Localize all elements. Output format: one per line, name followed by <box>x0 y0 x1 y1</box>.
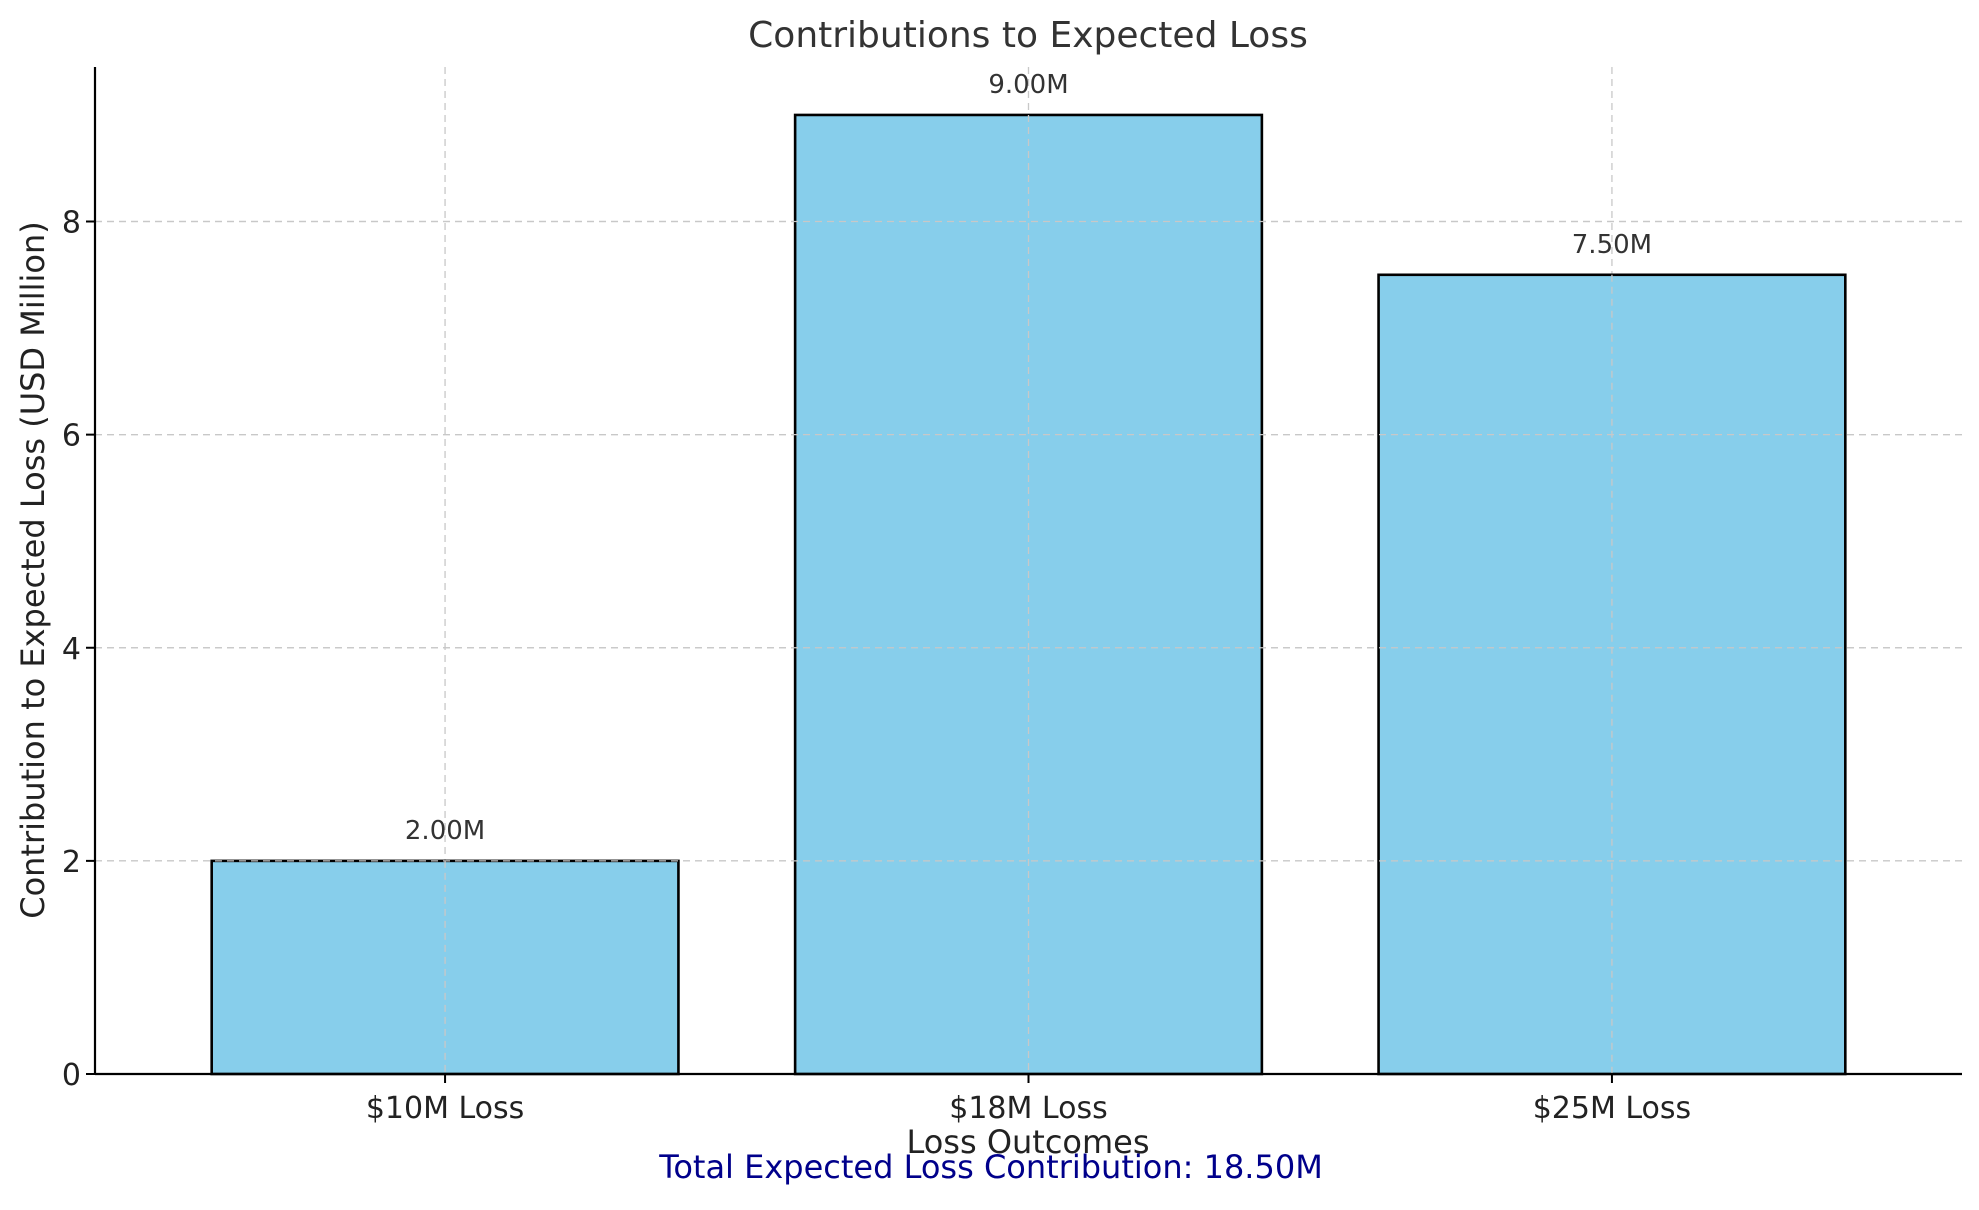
x-tick-label: $10M Loss <box>366 1091 524 1126</box>
x-tick-label: $25M Loss <box>1533 1091 1691 1126</box>
grid-overlay <box>95 114 1962 1074</box>
bar <box>793 113 1264 1076</box>
y-tick-label: 8 <box>62 206 81 241</box>
bar-data-label: 9.00M <box>988 70 1068 100</box>
x-tick-label: $18M Loss <box>949 1091 1107 1126</box>
bar-data-label: 7.50M <box>1572 230 1652 260</box>
ticks: 0 2 4 6 8 $10M Loss $18M Loss $25M Loss <box>62 206 1691 1126</box>
bar <box>210 859 680 1076</box>
x-axis-title: Loss Outcomes <box>906 1123 1149 1161</box>
y-tick-label: 0 <box>62 1058 81 1093</box>
data-labels: 2.00M 9.00M 7.50M <box>405 70 1652 846</box>
y-tick-label: 6 <box>62 419 81 454</box>
y-axis-title: Contribution to Expected Loss (USD Milli… <box>14 221 52 919</box>
y-tick-label: 4 <box>62 632 81 667</box>
bar-data-label: 2.00M <box>405 816 485 846</box>
y-tick-label: 2 <box>62 845 81 880</box>
chart-title: Contributions to Expected Loss <box>748 15 1308 56</box>
total-expected-loss-note: Total Expected Loss Contribution: 18.50M <box>658 1148 1323 1186</box>
